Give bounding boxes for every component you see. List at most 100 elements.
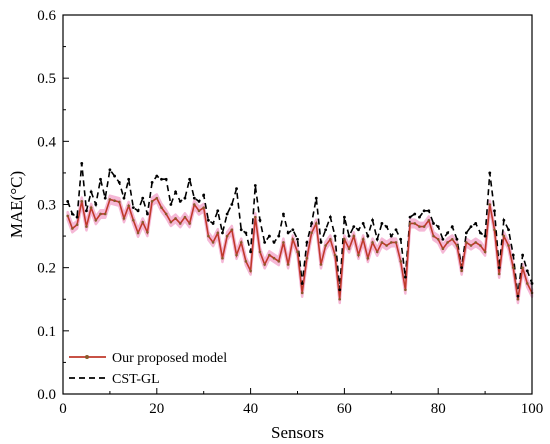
point-cst-gl [164, 177, 168, 181]
x-tick-label: 80 [431, 401, 446, 417]
axis-layer: 0 20 40 60 80 100 0.0 0.1 0.2 0.3 0.4 0.5 0.6 [37, 8, 543, 417]
point-cst-gl [239, 228, 243, 232]
point-our-proposed-model [526, 282, 529, 285]
point-cst-gl [432, 222, 435, 225]
point-cst-gl [99, 177, 102, 181]
point-cst-gl [305, 241, 309, 244]
point-cst-gl [108, 168, 112, 172]
point-cst-gl [136, 209, 140, 213]
point-our-proposed-model [493, 228, 496, 232]
point-our-proposed-model [432, 234, 435, 238]
point-cst-gl [479, 231, 482, 235]
point-cst-gl [389, 234, 393, 238]
point-cst-gl [89, 190, 93, 194]
point-our-proposed-model [71, 227, 74, 230]
legend-label-cst-gl: CST-GL [112, 372, 160, 387]
point-cst-gl [286, 231, 290, 235]
point-cst-gl [380, 222, 384, 225]
point-cst-gl [267, 234, 271, 238]
point-cst-gl [150, 180, 154, 184]
point-our-proposed-model [211, 241, 215, 244]
point-our-proposed-model [465, 241, 468, 244]
series-our-proposed-model-line [66, 197, 533, 300]
point-cst-gl [333, 234, 337, 238]
point-cst-gl [366, 234, 370, 238]
point-cst-gl [525, 269, 529, 273]
point-cst-gl [75, 215, 79, 219]
point-cst-gl [488, 171, 492, 175]
point-cst-gl [244, 231, 248, 235]
point-our-proposed-model [418, 225, 421, 228]
point-cst-gl [225, 212, 229, 216]
point-cst-gl [127, 177, 131, 181]
y-tick-label: 0.4 [37, 134, 56, 150]
point-our-proposed-model [333, 253, 337, 257]
point-our-proposed-model [89, 206, 93, 209]
point-our-proposed-model [286, 263, 290, 266]
x-tick-label: 60 [337, 401, 352, 417]
point-our-proposed-model [366, 256, 370, 260]
series-cst-gl-line [66, 163, 533, 297]
point-cst-gl [178, 199, 182, 203]
point-our-proposed-model [375, 250, 379, 254]
point-our-proposed-model [99, 212, 102, 216]
y-tick-label: 0.2 [37, 261, 56, 277]
point-cst-gl [291, 228, 295, 232]
point-cst-gl [103, 196, 107, 200]
point-cst-gl [202, 193, 206, 197]
point-our-proposed-model [239, 241, 243, 244]
point-cst-gl [314, 196, 318, 200]
point-cst-gl [206, 218, 210, 222]
point-our-proposed-model [155, 196, 159, 200]
y-tick-label: 0.6 [37, 8, 56, 24]
point-our-proposed-model [258, 250, 262, 254]
point-cst-gl [169, 203, 173, 206]
point-cst-gl [385, 225, 389, 229]
point-cst-gl [474, 222, 478, 225]
point-our-proposed-model [282, 241, 285, 244]
point-our-proposed-model [394, 241, 398, 244]
point-our-proposed-model [357, 253, 360, 257]
point-our-proposed-model [422, 225, 426, 228]
point-our-proposed-model [300, 291, 304, 295]
x-axis-label: Sensors [271, 423, 324, 442]
point-cst-gl [85, 209, 88, 213]
point-our-proposed-model [310, 231, 313, 235]
point-our-proposed-model [343, 237, 346, 241]
point-our-proposed-model [314, 222, 318, 225]
point-our-proposed-model [441, 247, 445, 251]
point-cst-gl [146, 212, 149, 216]
point-cst-gl [413, 212, 417, 216]
point-cst-gl [94, 203, 98, 206]
point-our-proposed-model [169, 220, 173, 224]
point-cst-gl [352, 225, 356, 229]
point-our-proposed-model [361, 237, 365, 241]
point-cst-gl [192, 196, 196, 200]
point-cst-gl [399, 237, 403, 241]
point-our-proposed-model [146, 230, 149, 234]
point-cst-gl [221, 231, 224, 235]
point-cst-gl [493, 209, 496, 213]
point-cst-gl [436, 225, 440, 229]
point-our-proposed-model [371, 241, 374, 244]
point-our-proposed-model [207, 234, 210, 238]
point-our-proposed-model [455, 244, 459, 247]
point-cst-gl [211, 222, 215, 225]
point-cst-gl [230, 203, 234, 206]
legend-label-our-proposed-model: Our proposed model [112, 351, 227, 366]
point-our-proposed-model [174, 217, 177, 220]
point-cst-gl [469, 225, 473, 229]
point-our-proposed-model [268, 253, 271, 257]
point-cst-gl [357, 228, 360, 232]
point-cst-gl [394, 228, 398, 232]
point-cst-gl [516, 294, 520, 298]
point-cst-gl [347, 234, 351, 238]
point-cst-gl [338, 288, 342, 292]
point-cst-gl [507, 228, 510, 232]
point-our-proposed-model [390, 241, 393, 244]
point-our-proposed-model [103, 212, 107, 216]
point-our-proposed-model [521, 266, 524, 269]
point-our-proposed-model [221, 256, 224, 260]
point-our-proposed-model [230, 228, 234, 232]
point-our-proposed-model [75, 223, 79, 227]
